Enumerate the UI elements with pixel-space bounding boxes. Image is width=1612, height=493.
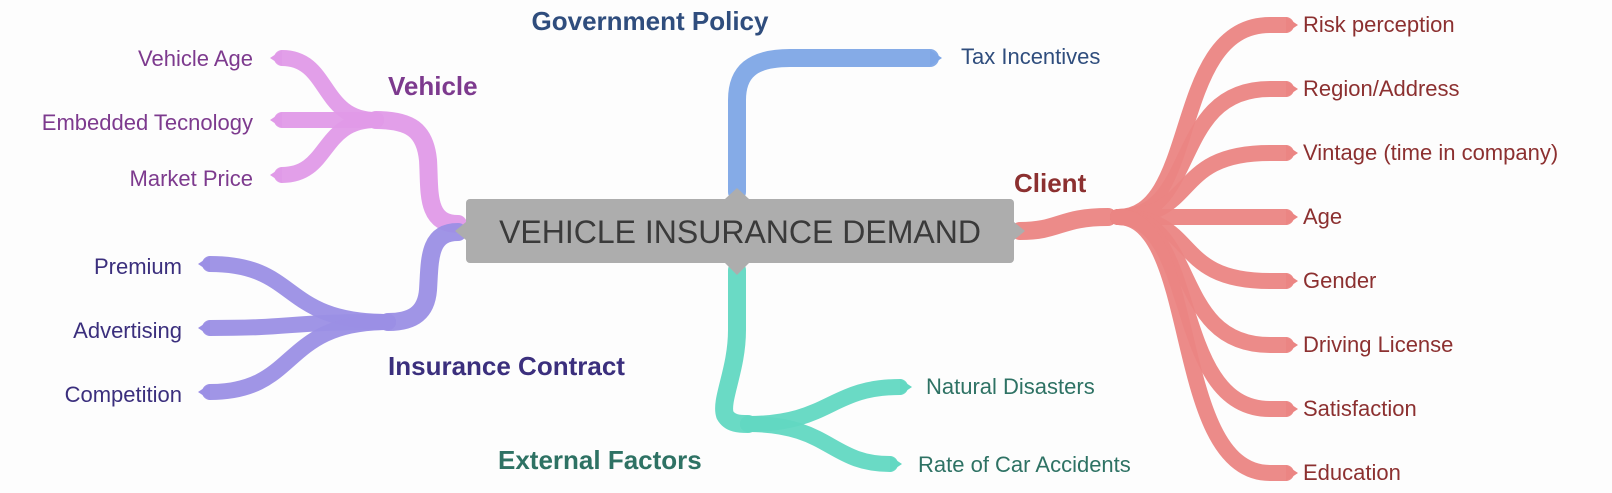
connector-market-price xyxy=(274,112,384,183)
connector-vehicle-trunk xyxy=(367,111,467,233)
arrow-embedded-technology xyxy=(270,112,282,128)
arrow-satisfaction xyxy=(1286,401,1298,417)
connector-government-trunk xyxy=(728,49,939,201)
leaf-region-address[interactable]: Region/Address xyxy=(1303,76,1460,101)
leaf-rate-of-car-accidents[interactable]: Rate of Car Accidents xyxy=(918,452,1131,477)
connector-external-trunk xyxy=(715,261,757,433)
central-node-notch-top xyxy=(725,188,749,199)
arrow-natural-disasters xyxy=(900,379,912,395)
arrow-rate-of-car-accidents xyxy=(890,456,902,472)
leaf-vehicle-age[interactable]: Vehicle Age xyxy=(138,46,253,71)
arrow-vintage xyxy=(1286,145,1298,161)
leaf-risk-perception[interactable]: Risk perception xyxy=(1303,12,1455,37)
branch-label-external-factors[interactable]: External Factors xyxy=(498,445,702,475)
arrow-gender xyxy=(1286,273,1298,289)
connector-layer xyxy=(198,17,1298,481)
branch-label-vehicle[interactable]: Vehicle xyxy=(388,71,478,101)
arrow-driving-license xyxy=(1286,337,1298,353)
leaf-competition[interactable]: Competition xyxy=(65,382,182,407)
leaf-satisfaction[interactable]: Satisfaction xyxy=(1303,396,1417,421)
connector-contract-trunk xyxy=(379,223,467,331)
leaf-age[interactable]: Age xyxy=(1303,204,1342,229)
arrow-education xyxy=(1286,465,1298,481)
central-node-notch-right xyxy=(1014,222,1025,240)
arrow-premium xyxy=(198,256,210,272)
central-node[interactable]: VEHICLE INSURANCE DEMAND xyxy=(455,188,1025,275)
leaf-embedded-technology[interactable]: Embedded Tecnology xyxy=(42,110,253,135)
leaf-premium[interactable]: Premium xyxy=(94,254,182,279)
branch-label-insurance-contract[interactable]: Insurance Contract xyxy=(388,351,625,381)
arrow-region-address xyxy=(1286,81,1298,97)
leaf-market-price[interactable]: Market Price xyxy=(130,166,253,191)
central-node-box xyxy=(466,199,1014,263)
arrow-competition xyxy=(198,384,210,400)
central-node-notch-left xyxy=(455,222,466,240)
central-node-notch-bottom xyxy=(725,263,749,275)
leaf-driving-license[interactable]: Driving License xyxy=(1303,332,1453,357)
leaf-natural-disasters[interactable]: Natural Disasters xyxy=(926,374,1095,399)
arrow-age xyxy=(1286,209,1298,225)
connector-vintage xyxy=(1110,145,1294,225)
connector-rate-of-car-accidents xyxy=(740,416,898,472)
leaf-vintage[interactable]: Vintage (time in company) xyxy=(1303,140,1558,165)
connector-premium xyxy=(202,256,396,330)
leaf-gender[interactable]: Gender xyxy=(1303,268,1376,293)
arrow-advertising xyxy=(198,320,210,336)
leaf-advertising[interactable]: Advertising xyxy=(73,318,182,343)
connector-client-trunk xyxy=(1011,208,1117,240)
connector-competition xyxy=(202,314,396,400)
branch-label-client[interactable]: Client xyxy=(1014,168,1087,198)
arrow-risk-perception xyxy=(1286,17,1298,33)
arrow-market-price xyxy=(270,167,282,183)
connector-education xyxy=(1110,209,1294,481)
leaf-tax-incentives[interactable]: Tax Incentives xyxy=(961,44,1100,69)
arrow-tax-incentives xyxy=(930,50,942,66)
leaf-education[interactable]: Education xyxy=(1303,460,1401,485)
branch-label-government-policy[interactable]: Government Policy xyxy=(532,6,769,36)
arrow-vehicle-age xyxy=(270,50,282,66)
central-node-label: VEHICLE INSURANCE DEMAND xyxy=(499,214,981,250)
connector-vehicle-age xyxy=(274,50,384,128)
